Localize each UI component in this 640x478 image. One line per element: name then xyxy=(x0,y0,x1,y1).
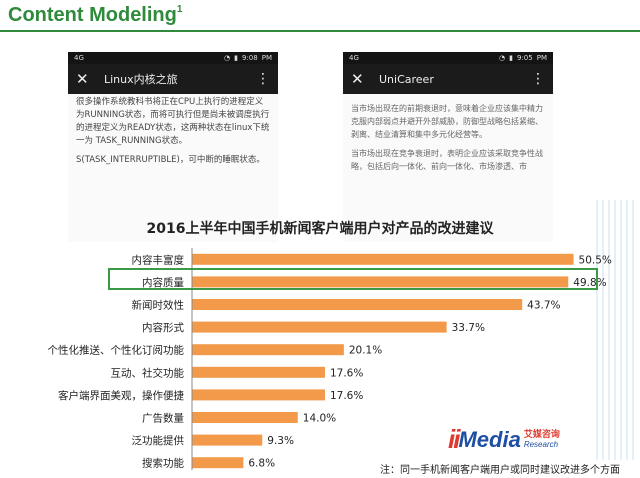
slide-title-text: Content Modeling xyxy=(8,4,177,26)
more-vert-icon[interactable]: ⋮ xyxy=(531,71,545,87)
title-divider xyxy=(0,30,640,32)
chart-title: 2016上半年中国手机新闻客户端用户对产品的改进建议 xyxy=(146,221,494,237)
title-superscript: 1 xyxy=(176,4,183,15)
bar xyxy=(192,276,569,288)
phone-screenshot-right: 4G ◔ ▮ 9:05 PM ✕ UniCareer ⋮ 当市场出现在的前期衰退… xyxy=(343,52,553,242)
logo-name: Media xyxy=(458,426,521,452)
value-label: 17.6% xyxy=(330,390,363,402)
article-paragraph: S(TASK_INTERRUPTIBLE)，可中断的睡眠状态。 xyxy=(76,155,265,165)
logo-en: Research xyxy=(523,439,559,449)
close-icon[interactable]: ✕ xyxy=(351,70,364,88)
wifi-icon: ◔ xyxy=(499,54,506,62)
category-label: 泛功能提供 xyxy=(132,434,185,447)
value-label: 50.5% xyxy=(579,254,612,266)
value-label: 43.7% xyxy=(527,300,560,312)
category-label: 互动、社交功能 xyxy=(111,366,185,379)
logo-mark: ii xyxy=(448,424,461,454)
logo-subtext: 艾媒咨询 Research xyxy=(524,430,560,450)
status-bar: 4G ◔ ▮ 9:08 PM xyxy=(68,52,278,64)
time-suffix: PM xyxy=(261,54,272,62)
value-label: 9.3% xyxy=(267,435,294,447)
bar xyxy=(192,344,344,356)
status-bar: 4G ◔ ▮ 9:05 PM xyxy=(343,52,553,64)
logo-cn: 艾媒咨询 xyxy=(523,429,560,440)
network-indicator: 4G xyxy=(349,54,359,62)
value-label: 6.8% xyxy=(248,458,275,470)
imedia-logo: ii Media 艾媒咨询 Research xyxy=(448,424,560,455)
bar xyxy=(192,321,447,333)
bar xyxy=(192,253,574,265)
value-label: 49.8% xyxy=(573,277,606,289)
bar xyxy=(192,457,244,469)
category-label: 内容形式 xyxy=(142,321,184,334)
app-bar: ✕ UniCareer ⋮ xyxy=(343,64,553,94)
status-time: 9:08 xyxy=(242,54,258,62)
close-icon[interactable]: ✕ xyxy=(76,70,89,88)
category-label: 新闻时效性 xyxy=(132,299,185,312)
article-paragraph: 很多操作系统教科书将正在CPU上执行的进程定义为RUNNING状态，而将可执行但… xyxy=(76,97,270,146)
more-vert-icon[interactable]: ⋮ xyxy=(256,71,270,87)
category-label: 搜索功能 xyxy=(142,457,184,470)
app-title: UniCareer xyxy=(379,72,434,86)
slide-title: Content Modeling1 xyxy=(8,4,182,27)
battery-icon: ▮ xyxy=(234,54,238,62)
network-indicator: 4G xyxy=(74,54,84,62)
value-label: 17.6% xyxy=(330,367,363,379)
category-label: 客户端界面美观，操作便捷 xyxy=(58,389,184,402)
category-label: 个性化推送、个性化订阅功能 xyxy=(48,344,185,357)
value-label: 33.7% xyxy=(452,322,485,334)
phone-screenshot-left: 4G ◔ ▮ 9:08 PM ✕ Linux内核之旅 ⋮ 很多操作系统教科书将正… xyxy=(68,52,278,242)
bar xyxy=(192,366,325,378)
bar xyxy=(192,412,298,423)
article-body: 很多操作系统教科书将正在CPU上执行的进程定义为RUNNING状态，而将可执行但… xyxy=(68,94,278,175)
category-label: 广告数量 xyxy=(142,412,184,425)
wifi-icon: ◔ xyxy=(224,54,231,62)
highlight-box xyxy=(108,268,598,290)
bar xyxy=(192,299,523,310)
decorative-stripes xyxy=(596,200,636,460)
value-label: 14.0% xyxy=(303,413,336,425)
battery-icon: ▮ xyxy=(509,54,513,62)
time-suffix: PM xyxy=(536,54,547,62)
footnote: 注：同一手机新闻客户端用户或同时建议改进多个方面 xyxy=(380,465,620,476)
article-body: 当市场出现在的前期衰退时，意味着企业应该集中精力克服内部弱点并避开外部威胁，防御… xyxy=(343,94,553,181)
category-label: 内容质量 xyxy=(142,276,184,289)
app-bar: ✕ Linux内核之旅 ⋮ xyxy=(68,64,278,94)
app-title: Linux内核之旅 xyxy=(104,73,178,86)
status-time: 9:05 xyxy=(517,54,533,62)
bar xyxy=(192,389,325,401)
bar xyxy=(192,434,263,446)
value-label: 20.1% xyxy=(349,345,382,357)
bar-chart: 内容丰富度 50.5% 内容质量 49.8% 新闻时效性 43.7% 内容形式 33.7% 个性… xyxy=(48,248,612,470)
category-label: 内容丰富度 xyxy=(132,253,185,266)
article-paragraph: 当市场出现在竞争衰退时，表明企业应该采取竞争性战略，包括后向一体化、前向一体化、… xyxy=(351,149,543,171)
article-paragraph: 当市场出现在的前期衰退时，意味着企业应该集中精力克服内部弱点并避开外部威胁，防御… xyxy=(351,104,543,139)
